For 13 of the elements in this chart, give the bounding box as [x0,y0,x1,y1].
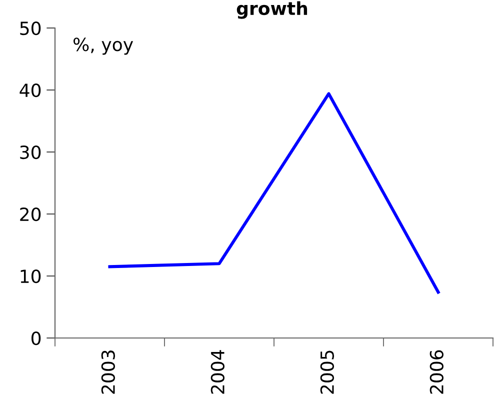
x-tick-label: 2003 [101,350,115,394]
x-tick-label: 2004 [210,350,224,394]
y-tick-label: 50 [20,21,41,36]
x-tick-label: 2005 [320,350,334,394]
y-tick-label: 30 [20,145,41,160]
y-tick-label: 40 [20,83,41,98]
annotation: %, yoy [74,38,134,55]
y-tick-label: 10 [20,269,41,284]
y-tick-label: 0 [32,331,41,346]
y-tick-label: 20 [20,207,41,222]
line-series [108,92,440,294]
x-tick-label: 2006 [430,350,444,394]
chart-title: growth [236,1,308,19]
